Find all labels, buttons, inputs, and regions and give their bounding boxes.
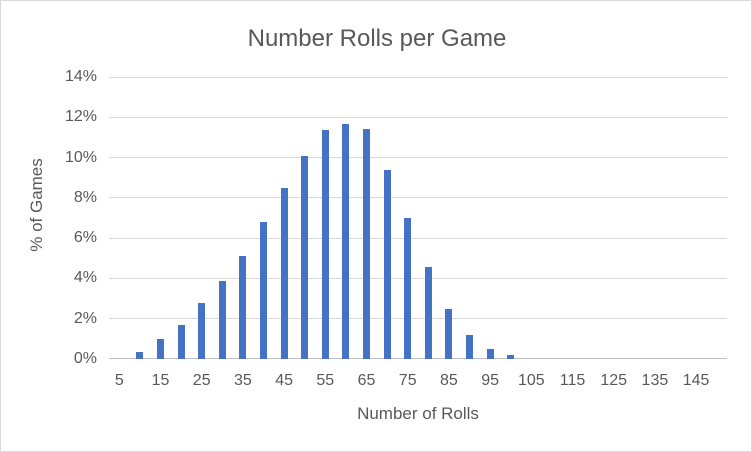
bar-x45 (280, 187, 288, 359)
bar-x55 (321, 130, 329, 359)
gridline (109, 197, 727, 199)
bar-x35 (239, 256, 247, 359)
x-tick-label: 15 (151, 372, 170, 389)
y-tick-label: 10% (64, 148, 97, 166)
bar-x85 (445, 308, 453, 359)
bar-x50 (301, 155, 309, 359)
bar-x65 (363, 129, 370, 359)
y-tick-label: 8% (73, 188, 97, 206)
bar-x20 (177, 324, 185, 359)
gridline (109, 277, 727, 279)
x-tick-label: 105 (517, 372, 545, 389)
gridline (109, 76, 727, 78)
bar-x60 (342, 124, 350, 359)
plot-area (109, 76, 727, 359)
bar-x75 (404, 218, 412, 359)
y-tick-label: 14% (64, 68, 97, 85)
y-tick-label: 0% (73, 350, 97, 367)
bar-x100 (507, 354, 515, 359)
x-tick-label: 95 (481, 372, 499, 389)
x-tick-label: 75 (398, 372, 417, 389)
bar-x30 (218, 281, 226, 359)
gridline (109, 318, 727, 320)
x-tick-label: 145 (682, 372, 710, 389)
gridline (109, 116, 727, 118)
bar-x15 (157, 338, 164, 359)
x-tick-label: 25 (192, 372, 211, 389)
x-tick-label: 55 (316, 372, 335, 389)
x-axis-line (109, 358, 727, 359)
x-tick-label: 85 (439, 372, 458, 389)
x-tick-label: 45 (275, 372, 293, 389)
bar-x70 (383, 169, 391, 359)
y-tick-label: 2% (73, 309, 97, 327)
y-tick-label: 6% (73, 229, 97, 247)
x-tick-label: 35 (233, 372, 252, 389)
bar-x40 (260, 222, 267, 359)
x-tick-label: 5 (114, 372, 124, 389)
x-tick-label: 125 (600, 372, 628, 389)
x-tick-label: 135 (641, 372, 669, 389)
x-tick-label: 115 (559, 372, 586, 389)
x-axis-title: Number of Rolls (357, 404, 479, 423)
y-tick-label: 12% (64, 108, 97, 126)
gridline (109, 237, 727, 239)
bar-x25 (198, 302, 206, 359)
y-tick-label: 4% (73, 269, 97, 287)
bar-x95 (486, 348, 494, 359)
bar-x80 (424, 267, 432, 359)
x-tick-label: 65 (357, 372, 376, 389)
chart-title: Number Rolls per Game (247, 25, 507, 52)
bar-x90 (466, 334, 473, 359)
bar-x10 (136, 351, 144, 359)
gridline (109, 157, 727, 159)
